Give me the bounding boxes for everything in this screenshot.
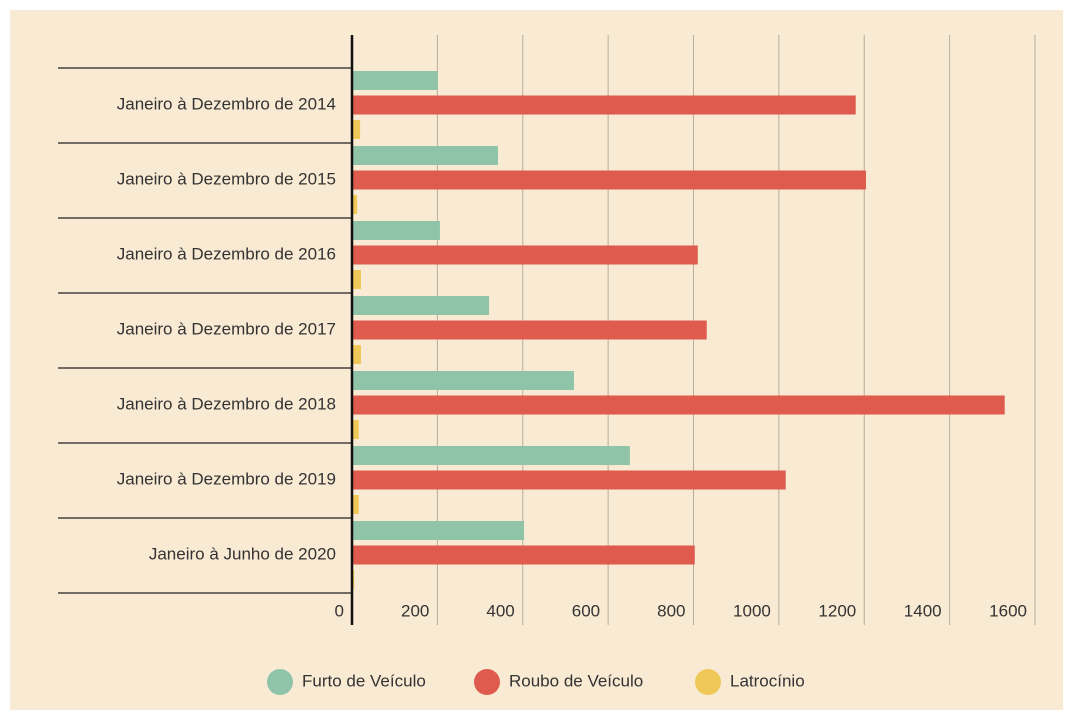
- bar: [352, 146, 498, 165]
- y-tick-label: Janeiro à Dezembro de 2015: [117, 169, 336, 188]
- x-tick-label: 0: [335, 601, 344, 620]
- bar: [352, 371, 574, 390]
- legend-swatch: [267, 669, 293, 695]
- x-tick-label: 1600: [989, 601, 1027, 620]
- legend-swatch: [695, 669, 721, 695]
- y-tick-label: Janeiro à Dezembro de 2018: [117, 394, 336, 413]
- legend-swatch: [474, 669, 500, 695]
- bar: [352, 221, 440, 240]
- bar: [352, 170, 866, 190]
- x-tick-label: 1000: [733, 601, 771, 620]
- bar: [352, 245, 698, 265]
- bar: [352, 71, 438, 90]
- bar: [352, 195, 358, 214]
- legend-label: Roubo de Veículo: [509, 671, 643, 690]
- x-tick-label: 600: [572, 601, 600, 620]
- x-tick-label: 200: [401, 601, 429, 620]
- y-tick-label: Janeiro à Dezembro de 2014: [117, 94, 336, 113]
- x-tick-label: 1400: [904, 601, 942, 620]
- x-tick-label: 1200: [818, 601, 856, 620]
- bar: [352, 395, 1005, 415]
- bar: [352, 345, 361, 364]
- y-tick-label: Janeiro à Junho de 2020: [149, 544, 336, 563]
- bar: [352, 446, 630, 465]
- bar: [352, 95, 856, 115]
- legend-label: Latrocínio: [730, 671, 805, 690]
- y-tick-label: Janeiro à Dezembro de 2019: [117, 469, 336, 488]
- bar: [352, 320, 707, 340]
- bar: [352, 545, 695, 565]
- x-tick-label: 400: [486, 601, 514, 620]
- bar: [352, 521, 525, 540]
- y-tick-label: Janeiro à Dezembro de 2016: [117, 244, 336, 263]
- x-tick-label: 800: [657, 601, 685, 620]
- bar: [352, 270, 361, 289]
- bar: [352, 495, 359, 514]
- bar: [352, 470, 786, 490]
- bar: [352, 296, 490, 315]
- bar: [352, 420, 359, 439]
- y-tick-label: Janeiro à Dezembro de 2017: [117, 319, 336, 338]
- bar: [352, 120, 361, 139]
- legend-label: Furto de Veículo: [302, 671, 426, 690]
